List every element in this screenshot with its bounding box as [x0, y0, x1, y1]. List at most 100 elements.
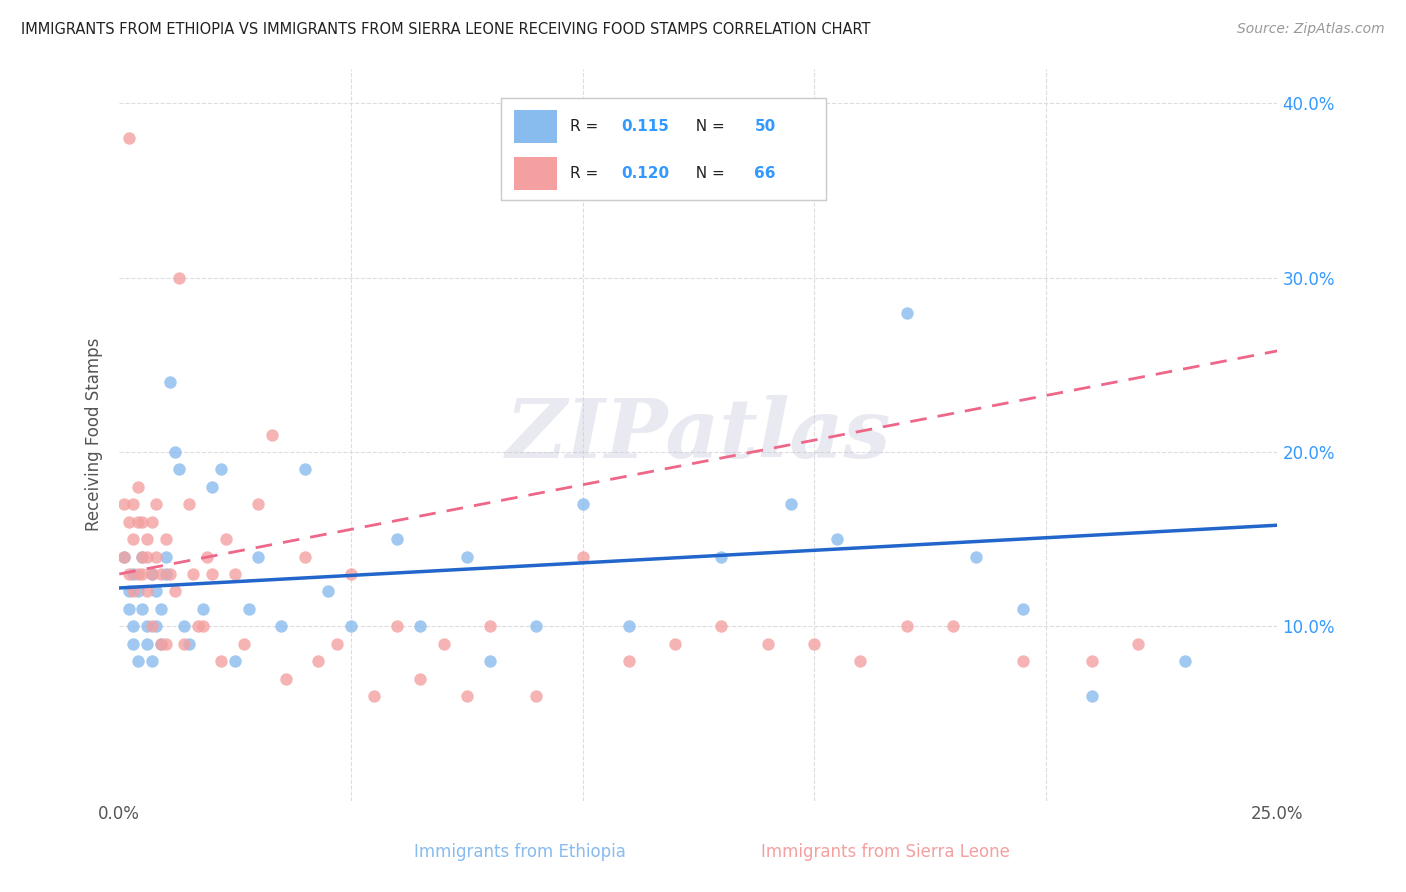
Point: [209, 462, 232, 476]
Point: [117, 131, 139, 145]
Point: [141, 654, 163, 668]
Point: [141, 567, 163, 582]
Point: [122, 619, 145, 633]
Point: [131, 515, 153, 529]
Point: [136, 584, 159, 599]
Point: [183, 567, 205, 582]
Y-axis label: Receiving Food Stamps: Receiving Food Stamps: [86, 338, 103, 532]
Point: [409, 672, 432, 686]
Point: [942, 619, 965, 633]
Point: [141, 567, 163, 582]
Point: [262, 427, 284, 442]
Point: [478, 619, 501, 633]
Text: Immigrants from Ethiopia: Immigrants from Ethiopia: [415, 843, 626, 861]
Point: [571, 497, 593, 511]
Point: [122, 497, 145, 511]
Point: [191, 619, 214, 633]
Point: [112, 497, 135, 511]
Point: [233, 637, 256, 651]
Point: [163, 584, 186, 599]
Point: [524, 689, 547, 703]
Point: [896, 619, 918, 633]
Point: [155, 532, 177, 546]
Point: [173, 619, 195, 633]
Point: [456, 549, 478, 564]
Point: [387, 619, 409, 633]
Point: [1081, 654, 1104, 668]
Point: [187, 619, 209, 633]
Point: [117, 515, 139, 529]
Point: [224, 567, 246, 582]
Point: [478, 654, 501, 668]
Point: [155, 567, 177, 582]
Point: [122, 532, 145, 546]
Point: [145, 549, 167, 564]
Point: [149, 602, 172, 616]
Point: [965, 549, 987, 564]
Point: [387, 532, 409, 546]
Point: [270, 619, 292, 633]
Point: [209, 654, 232, 668]
Point: [145, 497, 167, 511]
Point: [117, 584, 139, 599]
Point: [803, 637, 825, 651]
Point: [247, 497, 270, 511]
Point: [127, 515, 149, 529]
Point: [294, 549, 316, 564]
Point: [122, 567, 145, 582]
Point: [308, 654, 330, 668]
Point: [117, 602, 139, 616]
Point: [136, 549, 159, 564]
Point: [201, 480, 224, 494]
Point: [155, 637, 177, 651]
Point: [409, 619, 432, 633]
Point: [112, 549, 135, 564]
Point: [122, 637, 145, 651]
Point: [456, 689, 478, 703]
Point: [131, 602, 153, 616]
Point: [201, 567, 224, 582]
Point: [238, 602, 260, 616]
Point: [1011, 654, 1033, 668]
Point: [136, 619, 159, 633]
Point: [274, 672, 297, 686]
Point: [363, 689, 385, 703]
Point: [122, 584, 145, 599]
Point: [169, 462, 191, 476]
Point: [127, 480, 149, 494]
Point: [149, 567, 172, 582]
Point: [756, 637, 779, 651]
Point: [149, 637, 172, 651]
Point: [149, 637, 172, 651]
Point: [131, 567, 153, 582]
Point: [191, 602, 214, 616]
Point: [571, 549, 593, 564]
Point: [896, 305, 918, 319]
Point: [159, 376, 181, 390]
Point: [664, 637, 686, 651]
Text: IMMIGRANTS FROM ETHIOPIA VS IMMIGRANTS FROM SIERRA LEONE RECEIVING FOOD STAMPS C: IMMIGRANTS FROM ETHIOPIA VS IMMIGRANTS F…: [21, 22, 870, 37]
Point: [780, 497, 803, 511]
Point: [617, 654, 640, 668]
Point: [145, 619, 167, 633]
Point: [432, 637, 454, 651]
Point: [131, 549, 153, 564]
Point: [326, 637, 349, 651]
Point: [247, 549, 270, 564]
Point: [177, 637, 200, 651]
Point: [127, 654, 149, 668]
Point: [173, 637, 195, 651]
Point: [524, 619, 547, 633]
Point: [224, 654, 246, 668]
Point: [112, 549, 135, 564]
Point: [117, 567, 139, 582]
Point: [145, 584, 167, 599]
Point: [195, 549, 218, 564]
Point: [131, 549, 153, 564]
Text: Immigrants from Sierra Leone: Immigrants from Sierra Leone: [761, 843, 1011, 861]
Point: [136, 637, 159, 651]
Point: [136, 532, 159, 546]
Point: [1174, 654, 1197, 668]
Point: [127, 584, 149, 599]
Point: [340, 567, 363, 582]
